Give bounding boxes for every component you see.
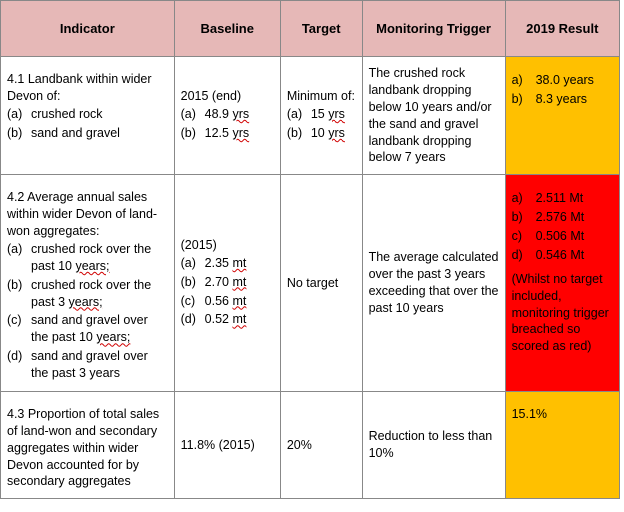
target-mark: (a)	[287, 106, 303, 123]
target-cell: 20%	[280, 391, 362, 498]
indicators-table: Indicator Baseline Target Monitoring Tri…	[0, 0, 620, 499]
result-mark: d)	[512, 247, 528, 264]
baseline-value: 0.56	[205, 294, 229, 308]
baseline-value: 48.9	[205, 107, 229, 121]
indicator-text-wavy: years;	[75, 259, 109, 273]
target-mark: (b)	[287, 125, 303, 142]
result-cell: a) 2.511 Mt b) 2.576 Mt c) 0.506 Mt d) 0.546…	[505, 175, 619, 392]
table-row: 4.1 Landbank within wider Devon of: (a) c…	[1, 57, 620, 175]
indicator-title: 4.3 Proportion of total sales of land-wo…	[7, 406, 168, 490]
indicator-mark: (b)	[7, 277, 23, 294]
indicator-title: 4.1 Landbank within wider Devon of:	[7, 71, 168, 105]
indicator-items: (a)crushed rock over the past 10 years; …	[7, 240, 168, 383]
baseline-mark: (b)	[181, 125, 197, 142]
table-row: 4.3 Proportion of total sales of land-wo…	[1, 391, 620, 498]
indicator-mark: (c)	[7, 312, 23, 329]
result-text: 0.546 Mt	[536, 247, 585, 264]
result-mark: a)	[512, 72, 528, 89]
result-cell: a) 38.0 years b) 8.3 years	[505, 57, 619, 175]
indicator-title: 4.2 Average annual sales within wider De…	[7, 189, 168, 240]
result-mark: b)	[512, 91, 528, 108]
target-unit: yrs	[328, 107, 345, 121]
baseline-items: (a) 48.9 yrs (b) 12.5 yrs	[181, 105, 274, 143]
result-mark: a)	[512, 190, 528, 207]
baseline-unit: mt	[232, 256, 246, 270]
indicator-mark: (d)	[7, 348, 23, 365]
target-items: (a) 15 yrs (b) 10 yrs	[287, 105, 356, 143]
baseline-unit: yrs	[232, 107, 249, 121]
target-unit: yrs	[328, 126, 345, 140]
result-items: a) 38.0 years b) 8.3 years	[512, 71, 613, 109]
target-value: 10	[311, 126, 325, 140]
indicator-text: sand and gravel	[31, 125, 120, 142]
indicator-cell: 4.1 Landbank within wider Devon of: (a) c…	[1, 57, 175, 175]
result-note: (Whilst no target included, monitoring t…	[512, 271, 613, 355]
indicator-text: sand and gravel over the past 3 years	[31, 349, 148, 380]
indicator-items: (a) crushed rock (b) sand and gravel	[7, 105, 168, 143]
baseline-lead: (2015)	[181, 237, 274, 254]
monitoring-cell: The crushed rock landbank dropping below…	[362, 57, 505, 175]
result-mark: c)	[512, 228, 528, 245]
table-row: 4.2 Average annual sales within wider De…	[1, 175, 620, 392]
result-mark: b)	[512, 209, 528, 226]
indicator-cell: 4.2 Average annual sales within wider De…	[1, 175, 175, 392]
result-text: 38.0 years	[536, 72, 594, 89]
baseline-value: 12.5	[205, 126, 229, 140]
indicator-text-wavy: years;	[69, 295, 103, 309]
indicator-text-wavy: years;	[96, 330, 130, 344]
baseline-value: 2.70	[205, 275, 229, 289]
baseline-unit: mt	[232, 312, 246, 326]
indicator-cell: 4.3 Proportion of total sales of land-wo…	[1, 391, 175, 498]
target-cell: Minimum of: (a) 15 yrs (b) 10 yrs	[280, 57, 362, 175]
target-cell: No target	[280, 175, 362, 392]
baseline-mark: (d)	[181, 311, 197, 328]
baseline-cell: (2015) (a) 2.35 mt (b) 2.70 mt (c) 0.56 mt …	[174, 175, 280, 392]
target-lead: Minimum of:	[287, 88, 356, 105]
baseline-mark: (b)	[181, 274, 197, 291]
col-header-result: 2019 Result	[505, 1, 619, 57]
indicator-text: crushed rock	[31, 106, 103, 123]
monitoring-cell: The average calculated over the past 3 y…	[362, 175, 505, 392]
baseline-unit: mt	[232, 275, 246, 289]
col-header-target: Target	[280, 1, 362, 57]
indicator-mark: (b)	[7, 125, 23, 142]
baseline-items: (a) 2.35 mt (b) 2.70 mt (c) 0.56 mt (d) 0.52…	[181, 254, 274, 330]
result-text: 2.576 Mt	[536, 209, 585, 226]
monitoring-cell: Reduction to less than 10%	[362, 391, 505, 498]
result-text: 2.511 Mt	[536, 190, 584, 207]
baseline-mark: (c)	[181, 293, 197, 310]
table-header-row: Indicator Baseline Target Monitoring Tri…	[1, 1, 620, 57]
target-value: 15	[311, 107, 325, 121]
baseline-value: 0.52	[205, 312, 229, 326]
result-items: a) 2.511 Mt b) 2.576 Mt c) 0.506 Mt d) 0.546…	[512, 189, 613, 265]
baseline-lead: 2015 (end)	[181, 88, 274, 105]
baseline-unit: yrs	[232, 126, 249, 140]
baseline-mark: (a)	[181, 255, 197, 272]
result-cell: 15.1%	[505, 391, 619, 498]
indicator-mark: (a)	[7, 241, 23, 258]
baseline-mark: (a)	[181, 106, 197, 123]
result-text: 8.3 years	[536, 91, 587, 108]
col-header-indicator: Indicator	[1, 1, 175, 57]
baseline-unit: mt	[232, 294, 246, 308]
table-container: Indicator Baseline Target Monitoring Tri…	[0, 0, 624, 512]
baseline-cell: 11.8% (2015)	[174, 391, 280, 498]
col-header-monitoring: Monitoring Trigger	[362, 1, 505, 57]
result-text: 0.506 Mt	[536, 228, 585, 245]
baseline-cell: 2015 (end) (a) 48.9 yrs (b) 12.5 yrs	[174, 57, 280, 175]
col-header-baseline: Baseline	[174, 1, 280, 57]
indicator-mark: (a)	[7, 106, 23, 123]
baseline-value: 2.35	[205, 256, 229, 270]
